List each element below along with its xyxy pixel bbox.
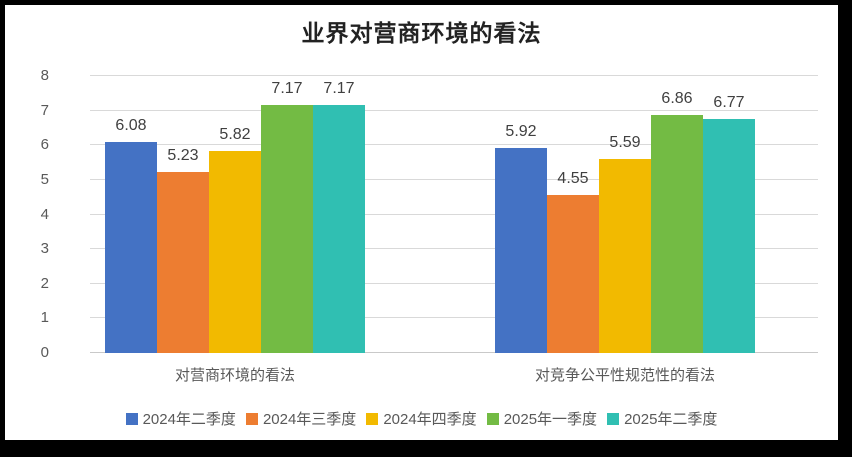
value-label: 6.08 <box>115 117 147 135</box>
gridline-y8 <box>90 75 818 76</box>
value-label: 6.86 <box>661 90 693 108</box>
y-axis-tick-label: 7 <box>40 101 49 119</box>
legend-item-series3[interactable]: 2025年一季度 <box>486 408 598 429</box>
gridline-y1 <box>90 317 818 319</box>
gridline-y7 <box>90 109 818 111</box>
value-label: 5.23 <box>167 146 199 164</box>
value-label: 7.17 <box>271 79 303 97</box>
y-axis-tick-label: 1 <box>40 309 49 327</box>
value-label: 7.17 <box>323 79 355 97</box>
gridline-y4 <box>90 213 818 215</box>
legend-label: 2024年三季度 <box>262 411 357 428</box>
y-axis-tick-label: 5 <box>40 170 49 188</box>
y-axis-tick-label: 2 <box>40 274 49 292</box>
gridline-y5 <box>90 178 818 180</box>
legend-swatch-icon <box>607 412 620 425</box>
plot-area: 6.08 5.92 5.23 4.55 5.82 5.59 7.17 6.86 7.17 6.77 <box>90 75 818 353</box>
legend-item-series1[interactable]: 2024年三季度 <box>245 408 357 429</box>
y-axis-tick-label: 3 <box>40 240 49 258</box>
bar-series0-cat1[interactable] <box>495 148 547 353</box>
bar-series3-cat0[interactable] <box>261 104 313 353</box>
legend: 2024年二季度 2024年三季度 2024年四季度 2025年一季度 2025年二季度 <box>5 408 838 429</box>
value-label: 5.92 <box>505 123 537 141</box>
legend-swatch-icon <box>125 412 138 425</box>
bar-series1-cat0[interactable] <box>157 171 209 353</box>
value-label: 5.82 <box>219 126 251 144</box>
legend-swatch-icon <box>366 412 379 425</box>
y-axis-tick-label: 6 <box>40 136 49 154</box>
category-label-1: 对竞争公平性规范性的看法 <box>534 367 716 384</box>
legend-swatch-icon <box>245 412 258 425</box>
y-axis-tick-label: 8 <box>40 67 49 84</box>
bar-series2-cat1[interactable] <box>599 159 651 353</box>
y-axis: 0 1 2 3 4 5 6 7 8 <box>5 67 49 361</box>
bar-series1-cat1[interactable] <box>547 195 599 353</box>
value-label: 6.77 <box>713 93 745 111</box>
legend-label: 2024年四季度 <box>383 411 477 428</box>
value-label: 5.59 <box>609 134 641 152</box>
bar-series4-cat1[interactable] <box>703 118 755 353</box>
category-label-0: 对营商环境的看法 <box>174 367 296 384</box>
value-label: 4.55 <box>557 170 589 188</box>
legend-item-series0[interactable]: 2024年二季度 <box>125 408 236 429</box>
legend-swatch-icon <box>486 412 499 425</box>
y-axis-tick-label: 4 <box>40 205 49 223</box>
bar-series2-cat0[interactable] <box>209 151 261 353</box>
chart-title: 业界对营商环境的看法 <box>301 21 542 46</box>
bar-series3-cat1[interactable] <box>651 115 703 353</box>
bar-series0-cat0[interactable] <box>105 142 157 353</box>
legend-label: 2025年二季度 <box>624 411 718 428</box>
gridline-y2 <box>90 282 818 284</box>
y-axis-tick-label: 0 <box>40 344 49 361</box>
legend-item-series4[interactable]: 2025年二季度 <box>607 408 717 429</box>
gridline-y6 <box>90 144 818 146</box>
legend-label: 2025年一季度 <box>503 411 598 428</box>
legend-item-series2[interactable]: 2024年四季度 <box>366 408 477 429</box>
chart-panel: 业界对营商环境的看法 0 1 2 3 4 5 6 7 8 6.08 5.92 5.23 4.55 5.8… <box>5 5 838 440</box>
bar-series4-cat0[interactable] <box>313 104 365 353</box>
gridline-y0 <box>90 352 818 353</box>
legend-label: 2024年二季度 <box>142 411 236 428</box>
gridline-y3 <box>90 248 818 250</box>
